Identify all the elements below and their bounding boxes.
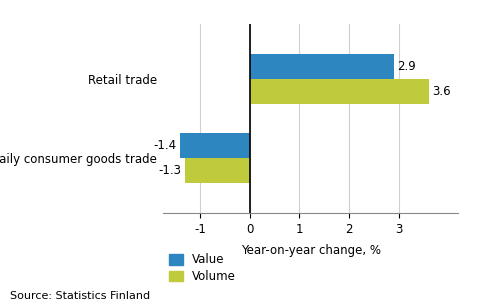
Text: 3.6: 3.6	[432, 85, 451, 98]
Text: 2.9: 2.9	[397, 60, 416, 73]
Text: -1.4: -1.4	[153, 139, 176, 152]
Bar	[185, 158, 249, 183]
Legend: Value, Volume: Value, Volume	[169, 253, 236, 283]
Text: Source: Statistics Finland: Source: Statistics Finland	[10, 291, 150, 301]
Text: -1.3: -1.3	[159, 164, 181, 177]
Bar	[180, 133, 249, 158]
X-axis label: Year-on-year change, %: Year-on-year change, %	[241, 244, 381, 257]
Bar	[249, 79, 428, 105]
Bar	[249, 54, 394, 79]
